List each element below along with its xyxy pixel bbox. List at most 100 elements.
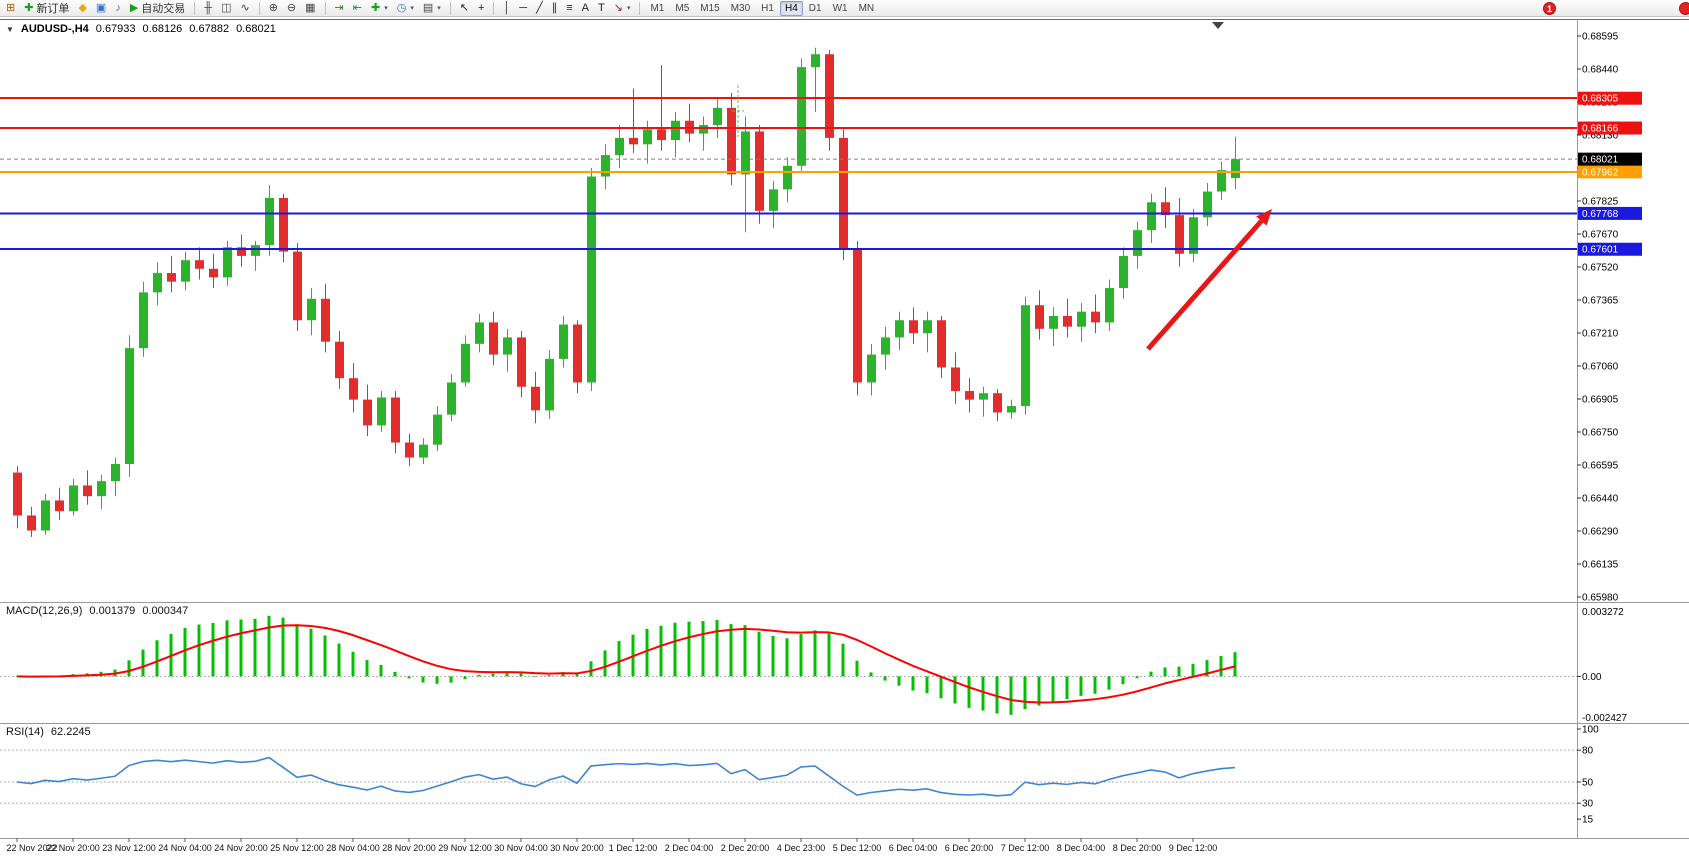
price-tag-0.68166: 0.68166 <box>1578 121 1642 135</box>
price-tick-label: 0.67365 <box>1582 296 1619 307</box>
periods-icon: ◷ <box>396 1 407 14</box>
corner-notification-icon[interactable] <box>1679 2 1689 15</box>
time-label: 23 Nov 12:00 <box>102 843 156 853</box>
auto-scroll-button[interactable]: ⇥ <box>331 1 348 16</box>
tile-windows-button[interactable]: ▦ <box>301 1 319 16</box>
toolbar-separator <box>258 1 260 15</box>
rsi-scale-label: 50 <box>1582 778 1594 789</box>
timeframe-mn-button[interactable]: MN <box>858 2 875 14</box>
trendline-button[interactable]: ╱ <box>532 1 547 16</box>
macd-main-value: 0.001379 <box>89 605 136 617</box>
timeframe-w1-button[interactable]: W1 <box>832 2 848 14</box>
timeframe-m1-button[interactable]: M1 <box>650 2 665 14</box>
dropdown-caret-icon: ▾ <box>410 5 414 12</box>
notification-badge[interactable]: 1 <box>1543 2 1556 15</box>
svg-text:0.67768: 0.67768 <box>1582 209 1619 220</box>
crosshair-button[interactable]: + <box>474 1 488 16</box>
price-tick-label: 0.68130 <box>1582 131 1619 142</box>
time-label: 22 Nov 20:00 <box>46 843 100 853</box>
svg-text:0.68166: 0.68166 <box>1582 124 1619 135</box>
fibonacci-button[interactable]: ≡ <box>562 1 576 16</box>
candlestick-chart-button[interactable]: ◫ <box>217 1 235 16</box>
close-value: 0.68021 <box>236 23 276 35</box>
toolbar-separator <box>449 1 451 15</box>
bar-chart-icon: ╫ <box>204 1 213 14</box>
time-label: 24 Nov 04:00 <box>158 843 212 853</box>
macd-signal-value: 0.000347 <box>142 605 189 617</box>
periods-button[interactable]: ◷ ▾ <box>393 1 418 16</box>
dropdown-caret-icon: ▾ <box>437 5 441 12</box>
chart-shift-marker[interactable] <box>1212 22 1224 29</box>
price-tag-0.67768: 0.67768 <box>1578 206 1642 220</box>
new-chart-button[interactable]: ⊞ <box>2 1 19 16</box>
price-tick-label: 0.67825 <box>1582 197 1619 208</box>
macd-scale-zero: 0.00 <box>1582 672 1602 683</box>
timeframe-m15-button[interactable]: M15 <box>700 2 720 14</box>
text-button[interactable]: A <box>578 1 593 16</box>
new-order-button-label: 新订单 <box>36 3 70 15</box>
time-label: 6 Dec 04:00 <box>889 843 938 853</box>
indicators-button[interactable]: ✚ ▾ <box>367 1 392 16</box>
mql5-community-icon: ◆ <box>78 1 87 14</box>
time-label: 8 Dec 04:00 <box>1057 843 1106 853</box>
zoom-in-button[interactable]: ⊕ <box>265 1 282 16</box>
macd-signal-line <box>16 624 1236 704</box>
zoom-out-button[interactable]: ⊖ <box>283 1 300 16</box>
price-tick-label: 0.65980 <box>1582 593 1619 604</box>
time-label: 25 Nov 12:00 <box>270 843 324 853</box>
chart-shift-button[interactable]: ⇤ <box>349 1 366 16</box>
tile-windows-icon: ▦ <box>305 1 316 14</box>
trend-arrow[interactable] <box>1146 209 1272 351</box>
mql5-community-button[interactable]: ◆ <box>74 1 90 16</box>
rsi-name: RSI(14) <box>6 726 44 738</box>
timeframe-m5-button[interactable]: M5 <box>675 2 690 14</box>
timeframe-m30-button[interactable]: M30 <box>730 2 751 14</box>
time-label: 6 Dec 20:00 <box>945 843 994 853</box>
time-label: 22 Nov 2022 <box>6 843 57 853</box>
dropdown-caret-icon: ▾ <box>384 5 388 12</box>
label-button[interactable]: T <box>594 1 609 16</box>
cursor-button[interactable]: ↖ <box>456 1 473 16</box>
price-tick-label: 0.66905 <box>1582 395 1619 406</box>
autotrading-button[interactable]: ▶ 自动交易 <box>126 1 189 16</box>
sound-button[interactable]: ♪ <box>111 1 125 16</box>
line-chart-button[interactable]: ∿ <box>236 1 253 16</box>
horizontal-line-button[interactable]: ─ <box>515 1 531 16</box>
templates-icon: ▤ <box>422 1 434 14</box>
svg-text:0.67601: 0.67601 <box>1582 245 1619 256</box>
profile-button[interactable]: ▣ <box>92 1 110 16</box>
channel-button[interactable]: ∥ <box>548 1 562 16</box>
vertical-line-button[interactable]: │ <box>499 1 514 16</box>
candlestick-chart-icon: ◫ <box>221 1 232 14</box>
arrows-button[interactable]: ↘ ▾ <box>610 1 635 16</box>
label-icon: T <box>597 1 605 14</box>
time-label: 1 Dec 12:00 <box>609 843 658 853</box>
timeframe-h1-button[interactable]: H1 <box>761 2 774 14</box>
chart-menu-icon[interactable]: ▼ <box>6 24 14 34</box>
autotrading-button-label: 自动交易 <box>141 3 186 15</box>
timeframe-d1-button[interactable]: D1 <box>808 2 822 14</box>
new-chart-icon: ⊞ <box>6 1 16 14</box>
crosshair-icon: + <box>477 1 485 14</box>
order-marker[interactable] <box>732 85 744 137</box>
macd-histogram <box>15 615 1237 715</box>
text-icon: A <box>581 1 589 14</box>
fibonacci-icon: ≡ <box>566 1 573 14</box>
time-label: 2 Dec 04:00 <box>665 843 714 853</box>
price-tick-label: 0.67210 <box>1582 329 1619 340</box>
chart-window[interactable]: 0.685950.684400.682850.681300.679850.678… <box>0 17 1689 857</box>
sound-icon: ♪ <box>115 1 121 14</box>
price-tick-label: 0.66290 <box>1582 527 1619 538</box>
new-order-icon: ✚ <box>24 1 34 14</box>
bar-chart-button[interactable]: ╫ <box>200 1 216 16</box>
templates-button[interactable]: ▤ ▾ <box>419 1 445 16</box>
rsi-scale-label: 15 <box>1582 815 1594 826</box>
timeframe-h4-button[interactable]: H4 <box>779 0 803 16</box>
new-order-button[interactable]: ✚ 新订单 <box>20 1 73 16</box>
time-label: 28 Nov 04:00 <box>326 843 380 853</box>
price-tick-label: 0.66135 <box>1582 560 1619 571</box>
chart-canvas[interactable]: 0.685950.684400.682850.681300.679850.678… <box>0 17 1689 857</box>
rsi-scale-label: 80 <box>1582 746 1594 757</box>
